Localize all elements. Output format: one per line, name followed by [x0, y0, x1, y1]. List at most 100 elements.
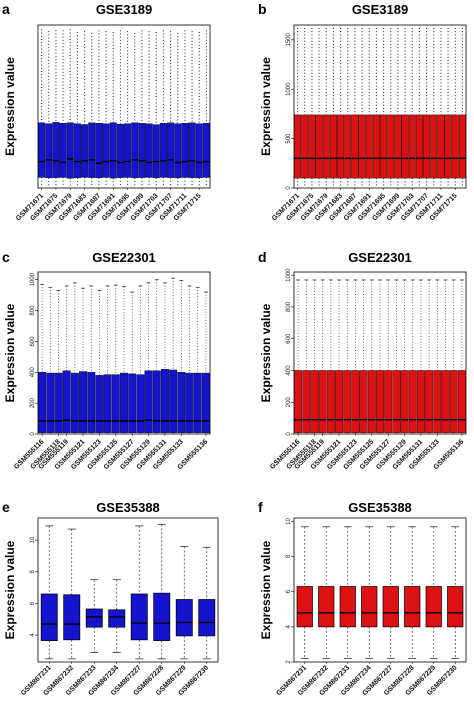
- box-iqr: [404, 586, 421, 628]
- box-iqr: [296, 586, 313, 628]
- box-iqr: [102, 123, 110, 178]
- box-iqr: [457, 370, 466, 433]
- box-iqr: [185, 372, 194, 433]
- y-axis-label: Expression value: [259, 540, 273, 639]
- box-iqr: [116, 123, 124, 178]
- box-iqr: [416, 370, 425, 433]
- panel-letter: e: [2, 499, 10, 515]
- panel-title: GSE3189: [352, 2, 408, 17]
- box-iqr: [201, 372, 210, 433]
- box-GSM71697: [387, 27, 395, 187]
- box-GSM555120: [326, 279, 335, 435]
- box-iqr: [38, 122, 46, 178]
- box-GSM71683: [337, 27, 345, 187]
- box-GSM555124: [103, 285, 112, 435]
- box-iqr: [294, 370, 303, 433]
- box-iqr: [339, 586, 356, 628]
- box-GSM71671: [38, 29, 46, 186]
- box-iqr: [400, 370, 409, 433]
- box-GSM555119: [62, 285, 71, 435]
- panel-letter: b: [258, 1, 267, 17]
- box-GSM71693: [116, 30, 124, 186]
- box-iqr: [394, 114, 402, 179]
- box-iqr: [138, 123, 146, 178]
- box-GSM71701: [145, 31, 153, 186]
- y-axis-label: Expression value: [3, 540, 17, 639]
- box-GSM867227: [382, 526, 399, 659]
- box-iqr: [95, 375, 104, 433]
- plot-frame: [37, 517, 219, 663]
- y-tick-label: 4: [30, 633, 36, 637]
- panel-title: GSE22301: [92, 250, 156, 265]
- box-iqr: [337, 114, 345, 179]
- box-GSM555131: [160, 282, 169, 435]
- box-iqr: [54, 372, 63, 433]
- box-GSM71677: [59, 30, 67, 186]
- box-iqr: [198, 599, 216, 637]
- box-GSM71705: [415, 27, 423, 187]
- box-GSM867234: [361, 526, 378, 659]
- box-GSM555125: [111, 284, 120, 435]
- box-GSM867228: [153, 523, 171, 660]
- box-GSM71681: [73, 32, 81, 186]
- box-GSM867234: [108, 579, 126, 653]
- box-GSM71687: [95, 30, 103, 186]
- box-GSM555130: [408, 279, 417, 435]
- box-iqr: [365, 114, 373, 179]
- box-GSM71685: [88, 32, 96, 186]
- y-tick-label: 4: [286, 625, 292, 629]
- box-iqr: [451, 114, 459, 179]
- box-iqr: [160, 369, 169, 433]
- box-GSM867230: [447, 526, 464, 659]
- y-tick-label: 600: [286, 333, 292, 344]
- box-GSM867231: [296, 526, 313, 659]
- box-iqr: [322, 114, 330, 179]
- box-GSM71701: [401, 27, 409, 187]
- box-iqr: [85, 608, 103, 628]
- box-iqr: [159, 123, 167, 178]
- y-tick-label: 8: [286, 554, 292, 558]
- box-GSM555133: [177, 280, 186, 435]
- box-iqr: [45, 123, 53, 179]
- box-iqr: [382, 586, 399, 628]
- box-iqr: [380, 114, 388, 179]
- y-tick-label: 400: [30, 367, 36, 378]
- box-iqr: [174, 123, 182, 179]
- box-iqr: [423, 114, 431, 179]
- box-GSM71673: [301, 27, 309, 187]
- box-GSM71689: [102, 31, 110, 186]
- box-GSM71679: [66, 29, 74, 186]
- box-GSM71695: [124, 31, 132, 186]
- box-GSM555128: [392, 279, 401, 435]
- box-iqr: [40, 593, 58, 641]
- box-GSM555128: [136, 285, 145, 435]
- box-iqr: [326, 370, 335, 433]
- box-GSM71717: [458, 27, 466, 187]
- box-GSM555136: [457, 279, 466, 435]
- box-iqr: [359, 370, 368, 433]
- panel-letter: c: [2, 249, 10, 265]
- y-tick-label: 6: [30, 601, 36, 605]
- box-iqr: [408, 114, 416, 179]
- box-iqr: [387, 114, 395, 179]
- box-GSM555123: [95, 290, 104, 435]
- box-GSM555122: [343, 279, 352, 435]
- box-GSM71673: [45, 31, 53, 186]
- y-tick-label: 8: [30, 569, 36, 573]
- panel-title: GSE3189: [96, 2, 152, 17]
- box-iqr: [152, 370, 161, 433]
- box-iqr: [308, 114, 316, 179]
- y-tick-label: 0: [30, 432, 36, 436]
- box-GSM71707: [423, 27, 431, 187]
- box-iqr: [130, 593, 148, 641]
- box-iqr: [181, 123, 189, 178]
- box-GSM867233: [339, 526, 356, 659]
- box-GSM555127: [128, 291, 137, 435]
- box-GSM71715: [451, 27, 459, 187]
- box-GSM867232: [63, 528, 81, 660]
- box-GSM555132: [425, 279, 434, 435]
- y-tick-label: 200: [30, 397, 36, 408]
- box-iqr: [425, 370, 434, 433]
